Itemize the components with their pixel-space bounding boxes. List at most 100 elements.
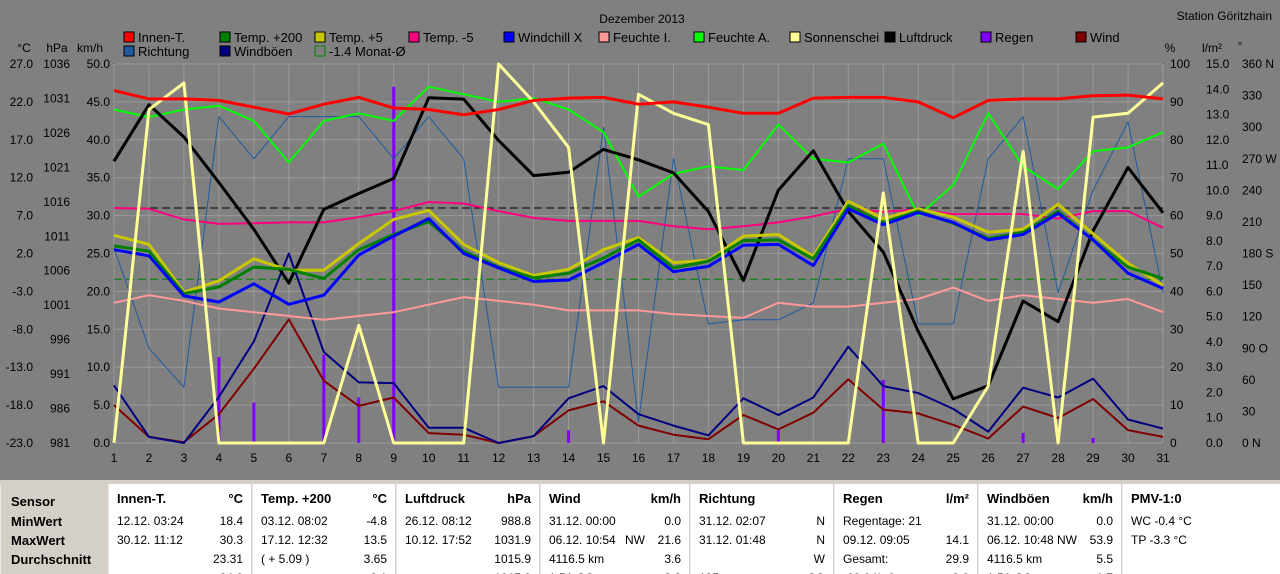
legend-swatch bbox=[315, 32, 325, 42]
legend-label: Temp. +200 bbox=[234, 30, 302, 45]
tick-label-percent: 70 bbox=[1170, 171, 1184, 185]
tick-label-rain: 7.0 bbox=[1206, 259, 1223, 273]
legend-swatch bbox=[220, 46, 230, 56]
tick-label-day: 4 bbox=[216, 451, 223, 465]
tick-label-percent: 10 bbox=[1170, 398, 1184, 412]
panel-cell-label: 26.12. 08:12 bbox=[405, 514, 472, 528]
panel-row: 23.31 bbox=[117, 552, 243, 571]
tick-label-day: 16 bbox=[632, 451, 646, 465]
tick-label-day: 12 bbox=[492, 451, 506, 465]
tick-label-rain: 3.0 bbox=[1206, 360, 1223, 374]
panel-cell-label: 31.12. 02:07 bbox=[699, 514, 766, 528]
tick-label-percent: 100 bbox=[1170, 57, 1190, 71]
row-label: MaxWert bbox=[9, 533, 99, 552]
tick-label-day: 5 bbox=[251, 451, 258, 465]
legend-swatch bbox=[885, 32, 895, 42]
legend-label: -1.4 Monat-Ø bbox=[329, 44, 406, 59]
panel-cell-value: 13.5 bbox=[364, 533, 387, 547]
legend-swatch bbox=[599, 32, 609, 42]
panel-row: WC -0.4 °C bbox=[1131, 514, 1273, 533]
row-label-text: MinWert bbox=[11, 514, 62, 529]
panel-header: Temp. +200 °C bbox=[261, 491, 387, 509]
row-label: MinWert bbox=[9, 514, 99, 533]
panel-cell-value: 53.9 bbox=[1090, 533, 1113, 547]
tick-label-kmh: 40.0 bbox=[87, 133, 111, 147]
panel-cell-value: 23.31 bbox=[213, 552, 243, 566]
panel-cell-value: 14.1 bbox=[946, 533, 969, 547]
tick-label-percent: 20 bbox=[1170, 360, 1184, 374]
panel-unit: l/m² bbox=[946, 491, 969, 506]
panel-row: 26.12. 08:12 988.8 bbox=[405, 514, 531, 533]
panel-cell-direction: NW bbox=[1057, 533, 1077, 547]
tick-label-temp: 17.0 bbox=[10, 133, 34, 147]
panel-row: 4116.5 km 5.5 bbox=[987, 552, 1113, 571]
legend-label: Temp. -5 bbox=[423, 30, 474, 45]
panel-row: 06.12. 10:54 NW 21.6 bbox=[549, 533, 681, 552]
panel-title: PMV-1:0 bbox=[1131, 491, 1182, 506]
tick-label-day: 9 bbox=[390, 451, 397, 465]
stats-panel: Windböen km/h 31.12. 00:00 0.0 06.12. 10:48 N… bbox=[978, 484, 1121, 574]
stats-panel: Regen l/m² Regentage: 21 09.12. 09:05 14.1 Ge… bbox=[834, 484, 977, 574]
tick-label-direction: 60 bbox=[1242, 373, 1256, 387]
tick-label-rain: 1.0 bbox=[1206, 411, 1223, 425]
panel-cell-label: 31.12. 00:00 bbox=[987, 514, 1054, 528]
panel-title: Innen-T. bbox=[117, 491, 166, 506]
panel-title: Luftdruck bbox=[405, 491, 465, 506]
tick-label-day: 8 bbox=[355, 451, 362, 465]
tick-label-kmh: 45.0 bbox=[87, 95, 111, 109]
axis-unit-label: % bbox=[1165, 41, 1176, 55]
panel-cell-value: 3.6 bbox=[664, 552, 681, 566]
legend-label: Feuchte I. bbox=[613, 30, 671, 45]
tick-label-kmh: 35.0 bbox=[87, 171, 111, 185]
panel-row: 31.12. 00:00 0.0 bbox=[987, 514, 1113, 533]
tick-label-percent: 60 bbox=[1170, 209, 1184, 223]
tick-label-day: 31 bbox=[1156, 451, 1170, 465]
tick-label-day: 15 bbox=[597, 451, 611, 465]
legend-label: Temp. +5 bbox=[329, 30, 383, 45]
row-label-text: Sensor bbox=[11, 494, 55, 509]
panel-cell-label: 09.12. 09:05 bbox=[843, 533, 910, 547]
legend-label: Windböen bbox=[234, 44, 293, 59]
tick-label-temp: -8.0 bbox=[12, 322, 33, 336]
panel-row: 06.12. 10:48 NW 53.9 bbox=[987, 533, 1113, 552]
panel-header: Innen-T. °C bbox=[117, 491, 243, 509]
panel-title: Wind bbox=[549, 491, 581, 506]
panel-cell-value: 3.65 bbox=[364, 552, 387, 566]
panel-unit: °C bbox=[372, 491, 387, 506]
tick-label-direction: 330 bbox=[1242, 89, 1262, 103]
panel-row: Gesamt: 29.9 bbox=[843, 552, 969, 571]
panel-row: 12.12. 03:24 18.4 bbox=[117, 514, 243, 533]
tick-label-percent: 80 bbox=[1170, 133, 1184, 147]
panel-row: Regentage: 21 bbox=[843, 514, 969, 533]
tick-label-rain: 15.0 bbox=[1206, 57, 1230, 71]
panel-row: TP -3.3 °C bbox=[1131, 533, 1273, 552]
chart-area: Dezember 2013 Station Göritzhain Innen-T. T… bbox=[0, 0, 1280, 480]
tick-label-kmh: 25.0 bbox=[87, 247, 111, 261]
panel-header: Richtung bbox=[699, 491, 825, 509]
row-label: Sensor bbox=[9, 494, 99, 513]
panel-cell-value: 0.0 bbox=[1096, 514, 1113, 528]
legend-swatch bbox=[220, 32, 230, 42]
panel-title: Regen bbox=[843, 491, 883, 506]
panel-header: Windböen km/h bbox=[987, 491, 1113, 509]
panel-row: W bbox=[699, 552, 825, 571]
panel-cell-label: 06.12. 10:48 bbox=[987, 533, 1054, 547]
legend-label: Sonnenschei bbox=[804, 30, 879, 45]
tick-label-direction: 180 S bbox=[1242, 247, 1273, 261]
tick-label-day: 10 bbox=[422, 451, 436, 465]
panel-cell-value: N bbox=[816, 514, 825, 528]
tick-label-kmh: 15.0 bbox=[87, 322, 111, 336]
panel-row: 09.12. 09:05 14.1 bbox=[843, 533, 969, 552]
legend-label: Wind bbox=[1090, 30, 1120, 45]
tick-label-kmh: 20.0 bbox=[87, 284, 111, 298]
tick-label-direction: 0 N bbox=[1242, 436, 1261, 450]
tick-label-day: 20 bbox=[772, 451, 786, 465]
panel-cell-value: 5.5 bbox=[1096, 552, 1113, 566]
tick-label-hpa: 1001 bbox=[43, 298, 70, 312]
legend-label: Innen-T. bbox=[138, 30, 185, 45]
tick-label-day: 22 bbox=[842, 451, 856, 465]
tick-label-rain: 6.0 bbox=[1206, 284, 1223, 298]
panel-unit: km/h bbox=[651, 491, 681, 506]
tick-label-hpa: 1016 bbox=[43, 195, 70, 209]
stats-panel: Wind km/h 31.12. 00:00 0.0 06.12. 10:54 NW 21.… bbox=[540, 484, 689, 574]
